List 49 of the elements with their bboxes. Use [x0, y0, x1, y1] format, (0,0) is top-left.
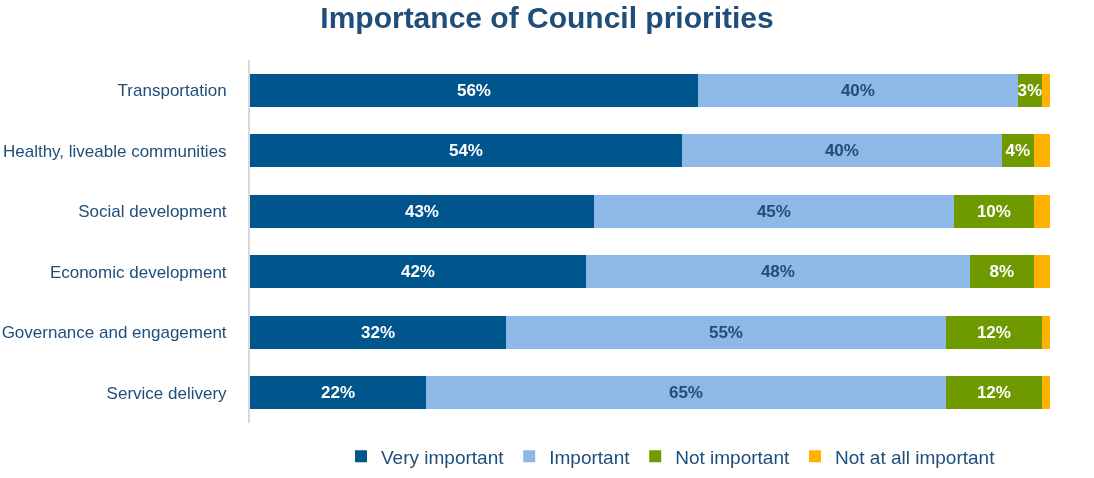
- legend-label: Very important: [381, 446, 505, 468]
- bar: [697, 73, 1018, 107]
- chart-title: Importance of Council priorities: [320, 1, 774, 35]
- y-tick-label: Service delivery: [106, 383, 228, 403]
- data-label: 12%: [976, 322, 1011, 342]
- data-label: 45%: [756, 201, 791, 221]
- bar: [250, 255, 586, 289]
- data-label: 32%: [360, 322, 395, 342]
- bar: [250, 315, 506, 349]
- data-label: 4%: [1005, 141, 1031, 161]
- y-tick-label: Governance and engagement: [1, 323, 227, 343]
- bar: [1041, 315, 1050, 349]
- data-label: 22%: [320, 383, 356, 403]
- bar: [1041, 376, 1050, 410]
- bar: [425, 376, 946, 410]
- y-tick-label: Social development: [78, 202, 227, 222]
- data-label: 10%: [976, 201, 1011, 221]
- bar: [593, 194, 954, 228]
- bar: [1033, 194, 1050, 228]
- y-tick-label: Healthy, liveable communities: [2, 141, 227, 161]
- data-label: 48%: [760, 262, 795, 282]
- bar: [250, 73, 698, 107]
- data-label: 42%: [400, 262, 435, 282]
- data-label: 55%: [708, 322, 743, 342]
- bar: [1041, 73, 1050, 107]
- y-tick-label: Economic development: [49, 262, 227, 282]
- bar: [1033, 255, 1050, 289]
- y-tick-label: Transportation: [117, 81, 227, 101]
- bar: [505, 315, 946, 349]
- bar: [250, 134, 682, 168]
- bar: [250, 376, 426, 410]
- bar: [681, 134, 1002, 168]
- bar: [585, 255, 970, 289]
- data-label: 65%: [668, 383, 703, 403]
- data-label: 12%: [976, 383, 1011, 403]
- data-label: 40%: [824, 141, 859, 161]
- bar: [250, 194, 594, 228]
- data-label: 3%: [1017, 80, 1043, 100]
- data-label: 8%: [989, 262, 1015, 282]
- data-label: 54%: [448, 141, 483, 161]
- legend-label: Not important: [675, 446, 790, 468]
- data-label: 56%: [456, 80, 491, 100]
- bar: [945, 376, 1042, 410]
- legend-label: Important: [549, 446, 631, 468]
- bar: [945, 315, 1042, 349]
- bar: [1033, 134, 1050, 168]
- legend-label: Not at all important: [834, 446, 996, 468]
- data-label: 43%: [404, 201, 439, 221]
- data-label: 40%: [840, 80, 875, 100]
